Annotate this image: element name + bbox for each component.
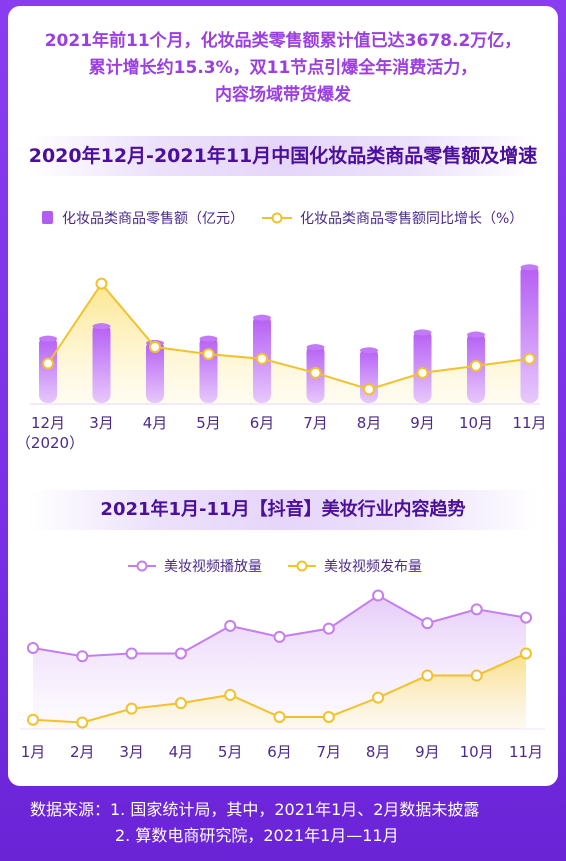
chart1-tick-1: 3月 bbox=[89, 414, 114, 432]
chart1-tick-8: 10月 bbox=[459, 414, 493, 432]
bar-cap-5 bbox=[306, 344, 325, 351]
growth-point-4 bbox=[256, 352, 268, 365]
legend-bar-swatch bbox=[42, 211, 53, 224]
views-point-8 bbox=[421, 617, 434, 630]
views-point-6 bbox=[322, 622, 335, 635]
bar-cap-1 bbox=[92, 323, 111, 330]
chart2: 美妆视频播放量 美妆视频发布量 1月 2月 3月 4月 5月 6月 7月 8月 9月 10月 11月 bbox=[20, 559, 545, 761]
growth-line bbox=[47, 281, 530, 391]
legend-line-marker bbox=[271, 212, 283, 224]
posts-point-3 bbox=[174, 697, 187, 710]
posts-point-9 bbox=[470, 669, 483, 682]
bar-9 bbox=[520, 264, 539, 403]
legend-views-label: 美妆视频播放量 bbox=[164, 559, 262, 575]
chart1-tick-9: 11月 bbox=[512, 414, 546, 432]
growth-point-6 bbox=[363, 383, 375, 396]
views-point-9 bbox=[470, 603, 483, 616]
headline-line-1: 2021年前11个月，化妆品类零售额累计值已达3678.2万亿， bbox=[44, 31, 522, 51]
legend-posts-marker bbox=[296, 560, 308, 572]
views-point-4 bbox=[224, 619, 237, 632]
chart1-tick-6: 8月 bbox=[357, 414, 382, 432]
chart2-tick-2: 3月 bbox=[119, 743, 144, 761]
posts-point-1 bbox=[76, 716, 89, 729]
growth-point-7 bbox=[416, 366, 429, 379]
chart1-tick-4: 6月 bbox=[250, 414, 275, 432]
headline-line-3: 内容场域带货爆发 bbox=[215, 85, 351, 105]
growth-point-9 bbox=[523, 352, 536, 365]
growth-point-8 bbox=[470, 359, 482, 372]
chart1-tick-sub-0: （2020） bbox=[16, 434, 84, 452]
growth-point-2 bbox=[149, 341, 161, 354]
views-point-3 bbox=[174, 647, 187, 660]
bar-7 bbox=[413, 329, 432, 403]
source-line-2: 2. 算数电商研究院，2021年1月—11月 bbox=[115, 826, 399, 845]
chart2-tick-6: 7月 bbox=[317, 743, 342, 761]
legend-bar-label: 化妆品类商品零售额（亿元） bbox=[62, 211, 244, 227]
chart2-tick-8: 9月 bbox=[415, 743, 440, 761]
bar-cap-0 bbox=[39, 335, 57, 342]
posts-point-5 bbox=[273, 710, 286, 723]
bar-cap-8 bbox=[467, 331, 485, 338]
chart2-tick-1: 2月 bbox=[70, 743, 95, 761]
posts-point-2 bbox=[125, 702, 138, 715]
legend-views-marker bbox=[136, 560, 148, 572]
chart1: 化妆品类商品零售额（亿元） 化妆品类商品零售额同比增长（%） 12月 （2020） 3月… bbox=[16, 211, 547, 452]
growth-point-0 bbox=[42, 357, 54, 370]
chart2-tick-3: 4月 bbox=[169, 743, 194, 761]
growth-point-1 bbox=[95, 277, 108, 290]
posts-point-7 bbox=[372, 691, 385, 704]
bar-3 bbox=[199, 335, 218, 403]
views-point-2 bbox=[125, 647, 138, 660]
chart2-title: 2021年1月-11月【抖音】美妆行业内容趋势 bbox=[28, 490, 538, 530]
chart1-tick-2: 4月 bbox=[143, 414, 168, 432]
chart1-tick-3: 5月 bbox=[196, 414, 221, 432]
legend-line-label: 化妆品类商品零售额同比增长（%） bbox=[300, 211, 523, 227]
headline-line-2: 累计增长约15.3%，双11节点引爆全年消费活力， bbox=[88, 58, 478, 78]
posts-point-6 bbox=[322, 710, 335, 723]
chart1-tick-0: 12月 bbox=[31, 414, 65, 432]
posts-point-4 bbox=[224, 688, 237, 701]
chart2-tick-10: 11月 bbox=[509, 743, 543, 761]
bar-cap-6 bbox=[360, 347, 378, 354]
chart2-tick-4: 5月 bbox=[218, 743, 243, 761]
posts-point-0 bbox=[27, 713, 39, 726]
headline: 2021年前11个月，化妆品类零售额累计值已达3678.2万亿， 累计增长约15… bbox=[8, 28, 558, 109]
bar-2 bbox=[146, 340, 164, 403]
legend-posts-label: 美妆视频发布量 bbox=[324, 559, 422, 575]
growth-area bbox=[48, 283, 530, 403]
posts-point-10 bbox=[520, 647, 532, 660]
views-point-7 bbox=[372, 589, 385, 602]
growth-point-5 bbox=[309, 366, 322, 379]
source-line-1: 数据来源：1. 国家统计局，其中，2021年1月、2月数据未披露 bbox=[30, 800, 480, 819]
chart2-tick-9: 10月 bbox=[460, 743, 494, 761]
chart1-tick-7: 9月 bbox=[410, 414, 435, 432]
chart2-tick-0: 1月 bbox=[21, 743, 46, 761]
chart2-tick-7: 8月 bbox=[366, 743, 391, 761]
growth-point-3 bbox=[202, 348, 215, 361]
views-point-1 bbox=[76, 650, 89, 663]
bar-cap-3 bbox=[199, 335, 218, 342]
chart1-tick-5: 7月 bbox=[303, 414, 328, 432]
bar-cap-4 bbox=[253, 314, 271, 321]
chart1-title: 2020年12月-2021年11月中国化妆品类商品零售额及增速 bbox=[28, 136, 538, 176]
views-point-0 bbox=[27, 641, 39, 654]
bar-cap-7 bbox=[413, 329, 432, 336]
views-point-5 bbox=[273, 630, 286, 643]
bar-cap-9 bbox=[520, 264, 539, 271]
posts-area bbox=[33, 653, 526, 729]
chart2-tick-5: 6月 bbox=[267, 743, 292, 761]
bar-1 bbox=[92, 323, 111, 403]
posts-point-8 bbox=[421, 669, 434, 682]
views-point-10 bbox=[520, 611, 532, 624]
